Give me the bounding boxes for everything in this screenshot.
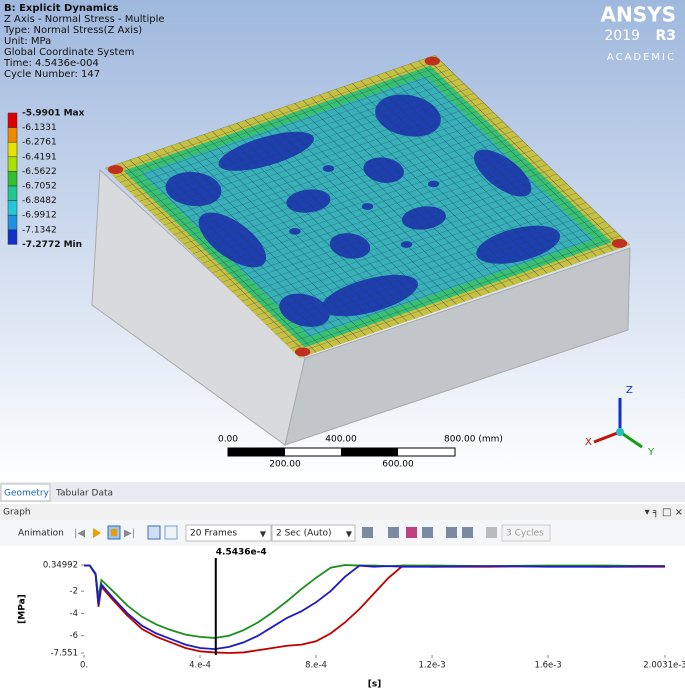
legend-label: -5.9901 Max: [22, 109, 85, 119]
toolbar-icons[interactable]: [362, 527, 497, 538]
legend: -5.9901 Max -6.1331 -6.2761 -6.4191 -6.5622 -…: [7, 109, 85, 250]
legend-label: -6.7052: [22, 182, 57, 192]
tab-label[interactable]: Geometry: [4, 489, 50, 499]
y-tick-label: 0.34992: [43, 561, 78, 571]
panel-header: [0, 504, 685, 520]
x-tick-label: 8.e-4: [305, 661, 327, 671]
time-marker-label: 4.5436e-4: [216, 548, 267, 558]
legend-band: [7, 229, 18, 245]
header-line: Global Coordinate System: [4, 47, 134, 58]
legend-band: [7, 200, 18, 216]
logo-brand: ANSYS: [600, 3, 676, 27]
svg-text:▶|: ▶|: [124, 528, 135, 539]
frames-value[interactable]: 20 Frames: [190, 529, 237, 539]
scale-bar: 0.00 400.00 800.00 (mm) 200.00 600.00: [218, 435, 503, 470]
cycles-value[interactable]: 3 Cycles: [506, 529, 544, 539]
y-tick-label: -6: [70, 631, 78, 641]
logo-version: 2019: [604, 28, 640, 44]
scale-label: 0.00: [218, 435, 238, 445]
scale-label: 200.00: [269, 460, 301, 470]
x-tick-label: 0.: [80, 661, 88, 671]
duration-dropdown[interactable]: [271, 524, 356, 542]
svg-text:|◀: |◀: [74, 528, 85, 539]
legend-band: [7, 127, 18, 143]
legend-band: [7, 141, 18, 158]
legend-label: -7.2772 Min: [22, 240, 82, 250]
block-right-face: [284, 247, 631, 446]
header-line: Cycle Number: 147: [4, 69, 100, 80]
series-line: [84, 564, 665, 654]
legend-label: -6.4191: [22, 152, 57, 162]
triad: Z X Y: [585, 385, 655, 458]
tab-label[interactable]: Tabular Data: [55, 489, 113, 499]
legend-band: [7, 112, 18, 128]
legend-label: -6.8482: [22, 196, 57, 206]
y-tick-label: -2: [70, 587, 78, 597]
scale-label: 800.00 (mm): [444, 435, 503, 445]
legend-label: -6.9912: [22, 211, 57, 221]
legend-band: [7, 156, 18, 172]
header-line: Unit: MPa: [4, 36, 51, 47]
legend-band: [7, 185, 18, 201]
y-axis-label: [MPa]: [18, 594, 28, 624]
legend-band: [7, 214, 18, 231]
series-line: [84, 564, 666, 639]
dropdown-arrow[interactable]: ▼: [260, 530, 267, 539]
triad-x: X: [585, 437, 592, 448]
ansys-logo: ANSYS 2019 R3 ACADEMIC: [600, 3, 676, 64]
y-tick-label: -4: [70, 609, 78, 619]
x-tick-label: 1.6e-3: [534, 661, 561, 671]
header-line: B: Explicit Dynamics: [4, 3, 118, 14]
toolbar-label: Animation: [18, 529, 64, 539]
x-axis-label: [s]: [368, 680, 382, 690]
header-line: Time: 4.5436e-004: [3, 58, 99, 69]
dropdown-arrow[interactable]: ▼: [346, 530, 353, 539]
tab-bar: [0, 482, 685, 502]
legend-label: -6.5622: [22, 167, 57, 177]
x-tick-label: 2.0031e-3: [643, 661, 685, 671]
x-tick-label: 1.2e-3: [418, 661, 445, 671]
y-tick-label: -7.551: [51, 649, 78, 659]
scale-label: 400.00: [325, 435, 357, 445]
series-line: [84, 564, 666, 650]
logo-edition: ACADEMIC: [607, 52, 676, 63]
scale-label: 600.00: [382, 460, 414, 470]
header-line: Z Axis - Normal Stress - Multiple: [4, 14, 165, 25]
legend-label: -6.2761: [22, 138, 57, 148]
playback-buttons[interactable]: |◀ ▶|: [74, 525, 178, 540]
logo-release: R3: [655, 28, 676, 44]
legend-band: [7, 171, 18, 187]
triad-y: Y: [647, 447, 655, 458]
frames-dropdown[interactable]: [185, 524, 272, 542]
header-line: Type: Normal Stress(Z Axis): [3, 25, 142, 36]
panel-title: Graph: [3, 508, 31, 518]
plate: [105, 55, 630, 358]
tab[interactable]: [0, 483, 51, 502]
cycles-field[interactable]: [501, 524, 551, 542]
x-tick-label: 4.e-4: [189, 661, 211, 671]
legend-label: -6.1331: [22, 123, 57, 133]
duration-value[interactable]: 2 Sec (Auto): [276, 529, 332, 539]
triad-z: Z: [626, 385, 633, 396]
panel-controls[interactable]: ▾ ╕ □ ×: [645, 507, 683, 518]
legend-label: -7.1342: [22, 225, 57, 235]
